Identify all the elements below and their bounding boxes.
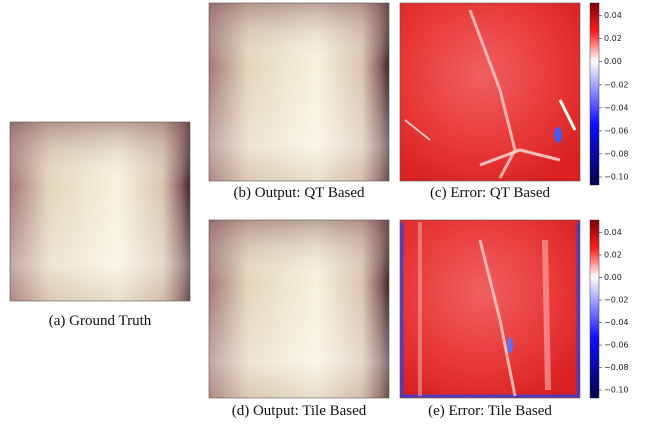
tick-label: 0.04 <box>604 228 622 237</box>
caption: (d) Output: Tile Based <box>232 403 367 419</box>
image-output-qt <box>208 2 390 182</box>
tick-label: −0.10 <box>604 172 629 181</box>
tick-label: 0.00 <box>604 57 622 66</box>
tick-label: −0.02 <box>604 80 629 89</box>
tick-label: −0.04 <box>604 318 629 327</box>
tick-label: 0.00 <box>604 273 622 282</box>
tick-label: −0.02 <box>604 295 629 304</box>
colorbar <box>589 219 600 399</box>
tick-label: 0.02 <box>604 34 622 43</box>
tick-label: −0.06 <box>604 341 629 350</box>
tick-label: −0.10 <box>604 386 629 395</box>
image-error-tile <box>399 219 581 399</box>
image-error-qt <box>399 2 581 182</box>
image-output-tile <box>208 219 390 399</box>
tick-label: 0.04 <box>604 11 622 20</box>
tick-label: −0.04 <box>604 103 629 112</box>
caption: (a) Ground Truth <box>49 313 152 329</box>
tick-label: −0.08 <box>604 363 629 372</box>
colorbar <box>589 2 600 186</box>
image-ground-truth <box>9 121 191 302</box>
tick-label: 0.02 <box>604 250 622 259</box>
caption: (e) Error: Tile Based <box>428 403 552 419</box>
caption: (b) Output: QT Based <box>234 185 365 201</box>
caption: (c) Error: QT Based <box>430 185 551 201</box>
tick-label: −0.08 <box>604 149 629 158</box>
tick-label: −0.06 <box>604 126 629 135</box>
